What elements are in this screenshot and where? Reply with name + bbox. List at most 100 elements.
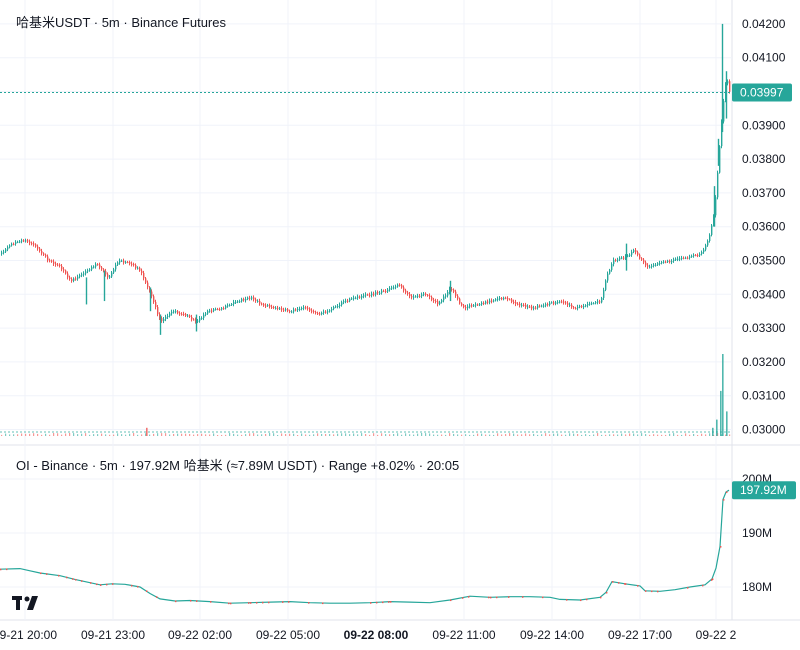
candle-body (247, 297, 249, 299)
candle-body (49, 260, 51, 262)
oi-last-value-tag (732, 481, 796, 500)
candle-body (421, 294, 423, 297)
candle-body (707, 241, 709, 246)
candle-body (693, 255, 695, 257)
candle-body (241, 299, 243, 302)
candle-body (405, 290, 407, 293)
candle-body (605, 280, 607, 290)
candle-body (209, 310, 211, 312)
candle-body (425, 293, 427, 296)
candle-body (355, 297, 357, 299)
candle-body (531, 306, 533, 309)
candle-body (13, 243, 15, 245)
candle-body (423, 293, 425, 295)
volume-bar (689, 434, 691, 436)
candle-body (53, 261, 55, 264)
oi-down-mark (106, 583, 108, 586)
candle-body (561, 301, 563, 303)
volume-bar (649, 434, 651, 436)
candle-body (675, 258, 677, 260)
volume-bar (517, 434, 519, 436)
volume-bar (125, 434, 127, 436)
candle-body (149, 287, 151, 292)
candle-body (539, 305, 541, 307)
candle-body (137, 267, 139, 269)
volume-bar (81, 433, 83, 436)
price-tick-label: 0.03900 (742, 118, 786, 132)
candle-body (683, 257, 685, 259)
oi-down-mark (606, 591, 608, 594)
volume-bar (465, 434, 467, 436)
candle-body (7, 247, 9, 250)
last-price-tag-label: 0.03997 (740, 86, 784, 100)
candle-body (153, 296, 155, 303)
volume-bar (89, 434, 91, 436)
candle-body (409, 294, 411, 297)
candle-body (399, 284, 401, 286)
oi-down-mark (248, 602, 250, 604)
volume-bar (561, 434, 563, 436)
oi-down-mark (137, 585, 139, 588)
candle-body (651, 265, 653, 267)
candle-body (595, 302, 597, 304)
tradingview-logo-icon[interactable] (12, 594, 44, 612)
candle-body (31, 243, 33, 245)
candle-body (261, 303, 263, 305)
candle-body (165, 316, 167, 320)
candle-body (21, 240, 23, 242)
oi-down-mark (90, 582, 92, 584)
oi-down-mark (702, 584, 704, 587)
candle-body (5, 249, 7, 252)
oi-down-mark (542, 596, 544, 599)
grid-layer (0, 0, 800, 621)
volume-bar (453, 433, 455, 436)
volume-bar (605, 434, 607, 436)
volume-bar (441, 434, 443, 436)
oi-down-mark (376, 601, 378, 604)
candle-body (335, 306, 337, 308)
candle-body (717, 172, 719, 198)
volume-bar (449, 433, 451, 436)
candle-body (51, 260, 53, 262)
volume-bar (145, 433, 147, 436)
candle-body (263, 304, 265, 306)
candle-body (695, 255, 697, 257)
volume-bar (397, 433, 399, 436)
price-tick-label: 0.03800 (742, 152, 786, 166)
candle-body (643, 259, 645, 263)
volume-bar (189, 433, 191, 436)
candle-body (609, 269, 611, 274)
candle-body (621, 257, 623, 259)
oi-down-mark (262, 601, 264, 604)
candle-body (297, 308, 299, 311)
oi-down-mark (230, 602, 232, 605)
candle-body (319, 313, 321, 315)
volume-bar-spike (146, 427, 148, 436)
volume-bar (181, 433, 183, 436)
volume-bar (637, 434, 639, 436)
oi-down-mark (112, 583, 114, 585)
candle-body (253, 297, 255, 300)
candle-body (697, 255, 699, 257)
candle-body (549, 302, 551, 305)
candle-body (81, 274, 83, 276)
volume-bar (345, 433, 347, 436)
volume-bar (341, 433, 343, 436)
volume-bar (613, 434, 615, 436)
candle-body (611, 264, 613, 270)
volume-bar (393, 433, 395, 436)
volume-bar (729, 434, 731, 436)
volume-bar (437, 434, 439, 436)
candle-body (515, 302, 517, 304)
volume-bar (401, 434, 403, 436)
candle-body (37, 246, 39, 249)
oi-down-mark (637, 584, 639, 587)
volume-bar-spike (712, 427, 714, 436)
candle-body (589, 303, 591, 305)
volume-bar (681, 434, 683, 436)
candle-body (477, 304, 479, 306)
candle-body (265, 305, 267, 307)
candle-body (699, 253, 701, 256)
candle-body (219, 309, 221, 311)
